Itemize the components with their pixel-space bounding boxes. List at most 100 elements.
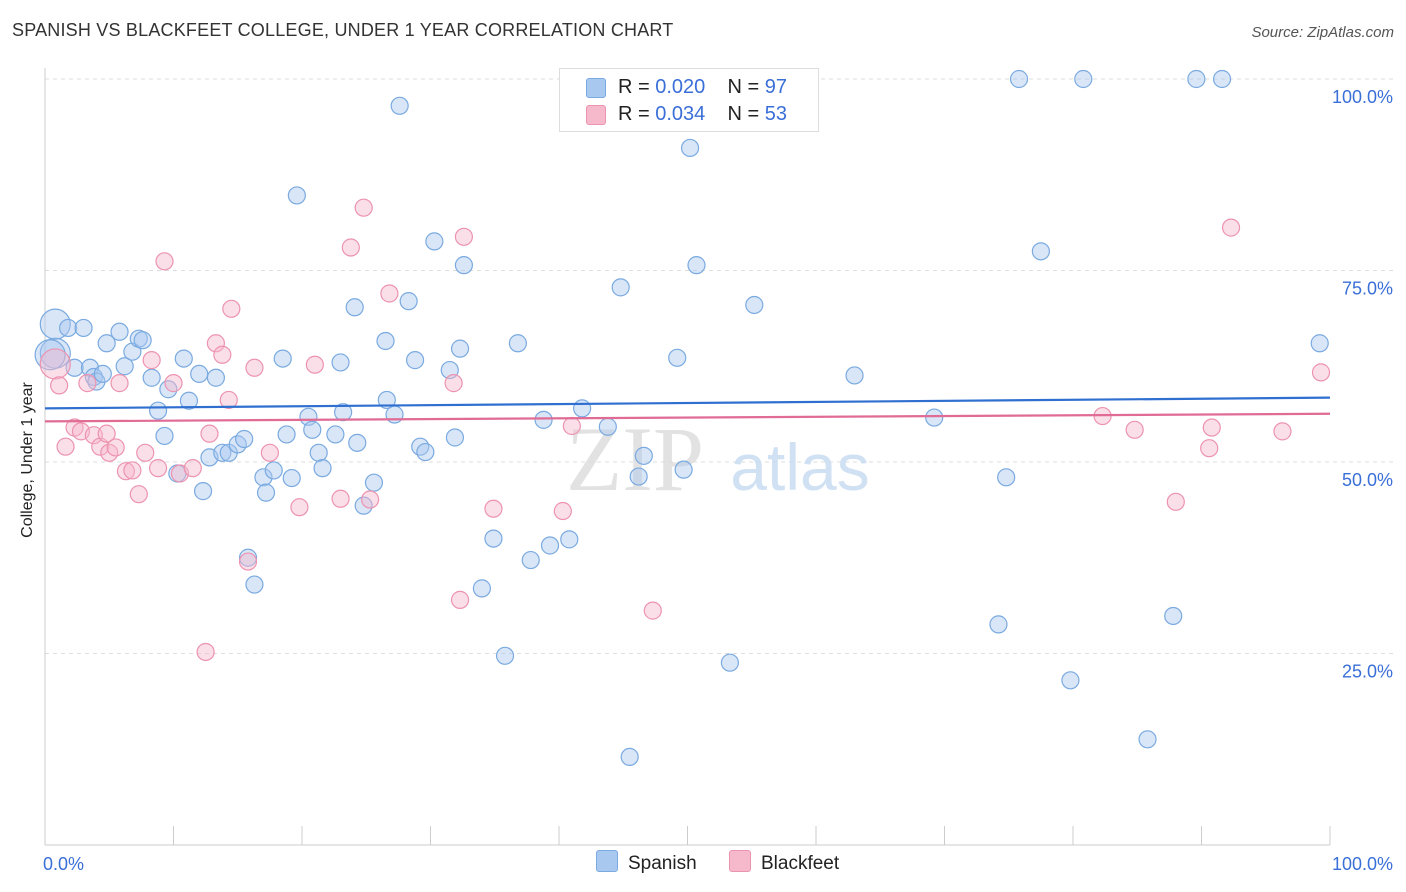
blackfeet-point	[97, 424, 116, 443]
blackfeet-legend-swatch	[729, 850, 751, 872]
spanish-point	[190, 364, 209, 384]
spanish-point	[450, 339, 470, 358]
spanish-point	[179, 391, 199, 410]
blackfeet-point	[484, 499, 503, 518]
spanish-point	[326, 425, 345, 444]
spanish-point	[331, 353, 350, 372]
spanish-point	[287, 186, 306, 205]
spanish-point	[508, 334, 527, 353]
spanish-point	[1187, 69, 1206, 89]
spanish-point	[213, 443, 232, 462]
spanish-point	[364, 473, 384, 492]
spanish-point	[680, 138, 700, 158]
blackfeet-point	[454, 227, 474, 246]
legend-item-spanish: Spanish	[596, 850, 697, 875]
spanish-point	[273, 349, 292, 368]
spanish-point	[193, 482, 213, 501]
spanish-point	[345, 298, 364, 317]
spanish-point	[110, 322, 129, 341]
spanish-point	[573, 399, 592, 418]
spanish-point	[472, 579, 491, 598]
spanish-point	[282, 468, 301, 488]
blackfeet-point	[380, 284, 399, 303]
spanish-trend-line	[44, 396, 1331, 410]
spanish-point	[687, 256, 706, 275]
blackfeet-point	[238, 552, 258, 571]
source-label: Source: ZipAtlas.com	[1251, 24, 1394, 41]
stats-legend: R = 0.020 N = 97 R = 0.034 N = 53	[559, 68, 819, 132]
blackfeet-point	[78, 374, 97, 393]
spanish-point	[634, 446, 653, 465]
blackfeet-point	[222, 299, 241, 318]
spanish-legend-label: Spanish	[628, 853, 697, 874]
blackfeet-point	[129, 485, 148, 504]
legend-item-blackfeet: Blackfeet	[729, 850, 839, 875]
spanish-point	[1164, 606, 1183, 626]
n-label: N =	[727, 103, 765, 125]
blackfeet-point	[643, 601, 662, 620]
blackfeet-point	[331, 489, 350, 508]
spanish-point	[989, 615, 1008, 634]
spanish-point	[1310, 334, 1329, 353]
spanish-point	[484, 529, 503, 548]
x-tick-label: 0.0%	[43, 854, 84, 874]
spanish-point	[399, 292, 418, 311]
blackfeet-point	[1311, 363, 1331, 382]
spanish-point	[59, 318, 78, 338]
blackfeet-point	[562, 416, 581, 436]
r-label: R =	[618, 76, 656, 98]
spanish-point	[376, 331, 395, 351]
blackfeet-point	[245, 358, 264, 377]
spanish-point	[254, 468, 273, 487]
spanish-n-value: 97	[764, 76, 788, 98]
spanish-point	[155, 426, 174, 446]
spanish-point	[629, 467, 648, 486]
spanish-point	[206, 368, 226, 387]
spanish-point	[416, 442, 435, 462]
tick-labels: 25.0% 50.0% 75.0% 100.0% 0.0% 100.0%	[43, 87, 1393, 874]
blackfeet-point	[341, 238, 360, 257]
legend-blackfeet-text: R = 0.034 N = 53	[618, 103, 787, 126]
blackfeet-r-value: 0.034	[655, 103, 706, 125]
spanish-point	[411, 437, 430, 456]
spanish-point	[256, 483, 276, 502]
spanish-swatch	[586, 78, 606, 98]
spanish-point	[1009, 69, 1029, 89]
spanish-point	[97, 334, 116, 353]
blackfeet-point	[1166, 492, 1185, 511]
watermark-atlas: atlas	[730, 430, 869, 504]
spanish-point	[133, 331, 152, 350]
spanish-point	[1031, 242, 1050, 261]
blackfeet-point	[123, 461, 142, 480]
blackfeet-point	[200, 424, 219, 443]
blackfeet-point	[1221, 218, 1241, 237]
spanish-point	[668, 348, 687, 367]
spanish-point	[1212, 69, 1232, 89]
spanish-point	[377, 390, 396, 410]
blackfeet-point	[213, 345, 232, 364]
spanish-point	[348, 433, 367, 452]
blackfeet-point	[361, 490, 380, 509]
blackfeet-point	[142, 351, 161, 370]
spanish-point	[425, 232, 444, 251]
blackfeet-point	[260, 443, 279, 462]
blackfeet-point	[183, 459, 202, 478]
spanish-point	[534, 410, 553, 429]
blackfeet-point	[290, 498, 309, 517]
blackfeet-swatch	[586, 105, 606, 125]
blackfeet-point	[354, 198, 373, 217]
spanish-point	[521, 550, 540, 570]
blackfeet-point	[219, 390, 238, 410]
spanish-point	[264, 461, 283, 480]
spanish-point	[598, 417, 617, 436]
spanish-point	[611, 278, 630, 297]
spanish-point	[235, 429, 254, 449]
y-tick-label: 75.0%	[1342, 279, 1393, 299]
spanish-point	[148, 401, 168, 420]
legend-spanish-text: R = 0.020 N = 97	[618, 76, 787, 99]
spanish-points	[34, 69, 1329, 767]
axes	[44, 68, 1331, 846]
y-tick-label: 100.0%	[1332, 87, 1393, 107]
spanish-point	[1074, 69, 1093, 89]
